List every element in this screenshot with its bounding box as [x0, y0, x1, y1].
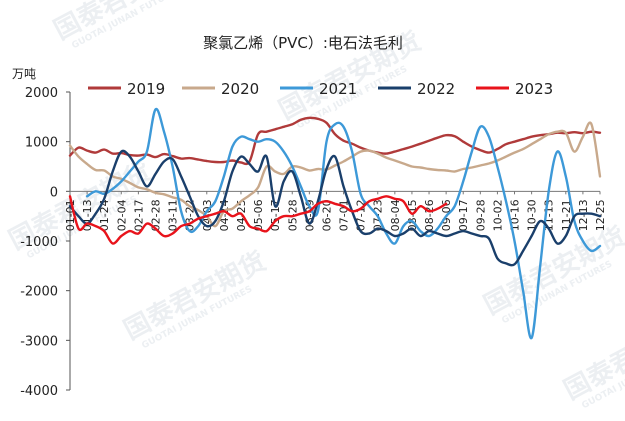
- x-tick-label: 01-24: [98, 199, 111, 231]
- legend: 2019 2020 2021 2022 2023: [88, 80, 553, 98]
- legend-label: 2023: [515, 80, 553, 98]
- y-tick-label: 0: [50, 185, 58, 200]
- y-tick-label: -3000: [20, 334, 58, 349]
- chart-title: 聚氯乙烯（PVC）:电石法毛利: [203, 34, 403, 52]
- legend-item-2023: 2023: [476, 80, 553, 98]
- x-tick-label: 08-04: [389, 199, 402, 231]
- y-tick-label: -1000: [20, 235, 58, 250]
- y-tick-label: 2000: [25, 86, 58, 101]
- legend-label: 2022: [417, 80, 455, 98]
- x-tick-label: 09-17: [457, 199, 470, 231]
- x-tick-label: 08-26: [423, 199, 436, 231]
- y-tick-label: 1000: [25, 136, 58, 151]
- x-tick-label: 03-11: [167, 199, 180, 231]
- x-tick-label: 12-13: [577, 199, 590, 231]
- legend-label: 2019: [127, 80, 165, 98]
- legend-label: 2020: [221, 80, 259, 98]
- x-tick-label: 05-06: [252, 199, 265, 231]
- x-tick-label: 01-01: [64, 199, 77, 231]
- x-tick-label: 09-28: [474, 199, 487, 231]
- x-tick-label: 10-30: [526, 199, 539, 231]
- x-tick-label: 02-17: [132, 199, 145, 231]
- y-axis: 2000 1000 0 -1000 -2000 -3000 -4000: [20, 86, 71, 399]
- x-tick-label: 02-04: [115, 199, 128, 231]
- series-layer: [68, 107, 602, 340]
- y-tick-label: -4000: [20, 384, 58, 399]
- y-axis-unit-label: 万吨: [12, 67, 36, 81]
- series-line-2021: [85, 107, 602, 340]
- x-tick-label: 02-28: [149, 199, 162, 231]
- x-tick-label: 06-20: [320, 199, 333, 231]
- series-line-2019: [68, 116, 602, 166]
- series-line-2020: [68, 121, 602, 228]
- series-line-2023: [68, 195, 448, 245]
- series-line-2022: [68, 149, 602, 267]
- x-tick-label: 11-21: [560, 199, 573, 231]
- x-tick-label: 10-02: [491, 199, 504, 231]
- legend-item-2022: 2022: [378, 80, 455, 98]
- legend-item-2020: 2020: [182, 80, 259, 98]
- legend-label: 2021: [319, 80, 357, 98]
- y-tick-label: -2000: [20, 285, 58, 300]
- legend-item-2019: 2019: [88, 80, 165, 98]
- legend-item-2021: 2021: [280, 80, 357, 98]
